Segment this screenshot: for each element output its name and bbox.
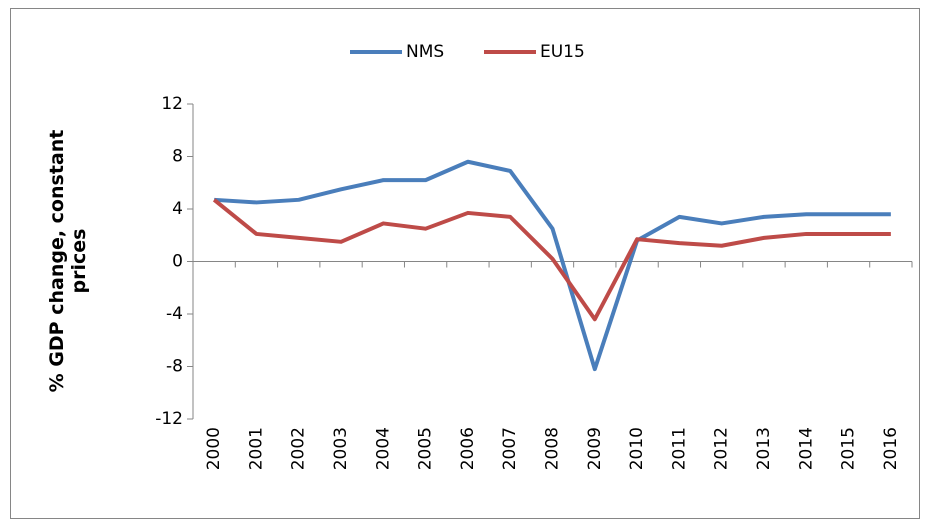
x-tick-label: 2016	[881, 427, 901, 470]
y-axis-title: % GDP change, constantprices	[46, 130, 90, 393]
x-tick-label: 2007	[500, 427, 520, 470]
x-tick-label: 2002	[289, 427, 309, 470]
x-tick-label: 2004	[373, 427, 393, 470]
x-tick-label: 2000	[204, 427, 224, 470]
y-tick-label: 4	[172, 199, 183, 219]
y-tick-label: 12	[161, 94, 183, 114]
legend-label: EU15	[540, 42, 585, 62]
x-tick-label: 2001	[246, 427, 266, 470]
y-tick-label: -12	[155, 409, 183, 429]
x-tick-label: 2008	[543, 427, 563, 470]
y-tick-label: -8	[166, 357, 183, 377]
x-tick-label: 2005	[416, 427, 436, 470]
chart-frame	[10, 8, 920, 519]
x-tick-label: 2014	[796, 427, 816, 470]
x-tick-label: 2013	[754, 427, 774, 470]
y-tick-label: 8	[172, 147, 183, 167]
y-tick-label: -4	[166, 304, 183, 324]
x-tick-label: 2006	[458, 427, 478, 470]
legend-label: NMS	[406, 42, 444, 62]
x-tick-label: 2009	[585, 427, 605, 470]
x-tick-label: 2003	[331, 427, 351, 470]
x-tick-label: 2010	[627, 427, 647, 470]
line-series	[212, 198, 891, 322]
x-tick-label: 2012	[712, 427, 732, 470]
x-tick-label: 2015	[839, 427, 859, 470]
x-tick-label: 2011	[669, 427, 689, 470]
line-series	[214, 159, 891, 372]
y-tick-label: 0	[172, 252, 183, 272]
